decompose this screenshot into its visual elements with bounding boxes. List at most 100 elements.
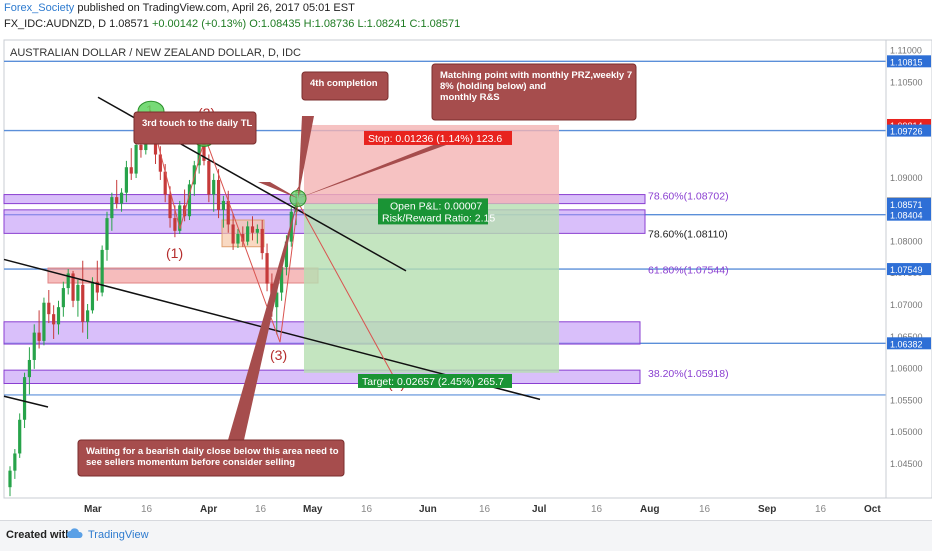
published-text: published on TradingView.com, April 26, … <box>77 2 355 14</box>
callout-waiting: Waiting for a bearish daily close below … <box>77 439 345 477</box>
candle-body <box>265 253 269 284</box>
pnl-text: Open P&L: 0.00007 <box>390 200 482 212</box>
price-marker: 1.07549 <box>887 263 931 276</box>
footer-bar: Created with TradingView <box>0 520 932 551</box>
tradingview-brand-link[interactable]: TradingView <box>88 529 149 541</box>
fib-label-1: 78.60%(1.08110) <box>648 228 728 240</box>
callout-4th-completion-box <box>301 71 389 101</box>
callout-3rd-touch-text: 3rd touch to the daily TL <box>142 118 253 129</box>
price-tick-label: 1.07000 <box>890 300 923 310</box>
callout-pointer-prz <box>298 140 460 199</box>
callout-prz-text: monthly R&S <box>440 92 500 103</box>
price-marker-bg <box>887 208 931 221</box>
candle-body <box>158 154 162 172</box>
candle-body <box>124 167 128 193</box>
time-tick-label: Jun <box>419 504 437 515</box>
price-tick-label: 1.09000 <box>890 173 923 183</box>
candle-body <box>86 310 90 322</box>
price-tick-label: 1.05500 <box>890 395 923 405</box>
time-tick-label: Sep <box>758 504 776 515</box>
fib-label-2: 61.80%(1.07544) <box>648 264 729 276</box>
candle-body <box>139 144 143 151</box>
price-marker-text: 1.08404 <box>890 211 923 221</box>
candle-body <box>100 249 104 293</box>
candle-body <box>284 241 289 268</box>
callout-pointer-3rd <box>258 182 298 199</box>
target-label-bg <box>358 373 512 388</box>
callout-waiting-text: Waiting for a bearish daily close below … <box>86 446 339 457</box>
candle-body <box>8 470 12 488</box>
created-with-text: Created with <box>6 529 73 541</box>
candle-body <box>129 167 133 174</box>
trendline-stub <box>3 395 49 408</box>
price-marker-bg <box>887 263 931 276</box>
pnl-label-bg <box>378 198 488 225</box>
candle-body <box>18 419 22 454</box>
candle-body <box>105 218 109 250</box>
target-label: Target: 0.02657 (2.45%) 265.7 <box>358 373 512 388</box>
candle-body <box>163 171 167 195</box>
candle-body <box>52 314 56 325</box>
candle-body <box>76 284 80 301</box>
tradingview-cloud-icon <box>66 528 83 538</box>
candle-body <box>13 453 17 471</box>
callout-waiting-box <box>77 439 345 477</box>
price-tick-label: 1.06000 <box>890 364 923 374</box>
callout-3rd-touch: 3rd touch to the daily TL <box>133 111 257 145</box>
change-text: +0.00142 (+0.13%) <box>151 18 247 30</box>
symbol-text: FX_IDC:AUDNZD, D <box>4 18 107 30</box>
price-marker-text: 1.08571 <box>890 200 923 210</box>
callout-prz-box <box>431 63 637 121</box>
time-tick-label: 16 <box>255 504 267 515</box>
price-marker: 1.08404 <box>887 208 931 221</box>
callout-pointer-4th <box>298 116 314 199</box>
candle-body <box>153 135 158 155</box>
candle-body <box>47 302 51 315</box>
candle-body <box>275 292 279 308</box>
candle-body <box>27 359 31 378</box>
candle-body <box>81 284 85 322</box>
candle-body <box>207 160 211 195</box>
target-label-text: Target: 0.02657 (2.45%) 265.7 <box>362 376 504 388</box>
author-link[interactable]: Forex_Society <box>4 2 75 14</box>
stop-label-bg <box>364 130 512 145</box>
time-tick-label: 16 <box>699 504 711 515</box>
candle-body <box>246 226 250 242</box>
time-tick-label: 16 <box>361 504 373 515</box>
callout-4th-completion: 4th completion <box>301 71 389 101</box>
candle-body <box>294 204 298 212</box>
wave-label-1b: (1) <box>166 245 183 261</box>
candle-body <box>22 377 27 420</box>
candle-body <box>42 302 46 341</box>
candle-body <box>250 226 255 233</box>
price-marker: 1.06382 <box>887 337 931 350</box>
target-reward-box <box>304 203 559 373</box>
price-marker-bg <box>887 55 931 68</box>
time-tick-label: Aug <box>640 504 659 515</box>
price-chart[interactable]: AUSTRALIAN DOLLAR / NEW ZEALAND DOLLAR, … <box>0 36 932 520</box>
time-tick-label: May <box>303 504 323 515</box>
callout-prz: Matching point with monthly PRZ,weekly 7… <box>431 63 637 121</box>
price-tick-label: 1.05000 <box>890 427 923 437</box>
price-marker: 1.10815 <box>887 55 931 68</box>
high-text: H:1.08736 <box>303 18 355 30</box>
callout-prz-text: Matching point with monthly PRZ,weekly 7 <box>440 70 632 81</box>
candle-body <box>90 281 95 311</box>
stop-label-text: Stop: 0.01236 (1.14%) 123.6 <box>368 133 502 145</box>
fib-label-3: 38.20%(1.05918) <box>648 368 729 380</box>
close-text: C:1.08571 <box>409 18 461 30</box>
price-marker-text: 1.10815 <box>890 57 923 67</box>
price-marker-text: 1.07549 <box>890 265 923 275</box>
callout-waiting-text: see sellers momentum before consider sel… <box>86 457 295 468</box>
chart-title: AUSTRALIAN DOLLAR / NEW ZEALAND DOLLAR, … <box>10 47 301 59</box>
candle-body <box>56 307 61 325</box>
pattern-leg <box>297 201 396 380</box>
price-tick-label: 1.08000 <box>890 236 923 246</box>
price-tick-label: 1.04500 <box>890 459 923 469</box>
time-tick-label: Mar <box>84 504 102 515</box>
fib-label-0: 78.60%(1.08702) <box>648 191 729 203</box>
symbol-line: FX_IDC:AUDNZD, D 1.08571 +0.00142 (+0.13… <box>4 18 460 30</box>
pattern-leg <box>279 202 299 343</box>
candle-body <box>221 200 225 210</box>
